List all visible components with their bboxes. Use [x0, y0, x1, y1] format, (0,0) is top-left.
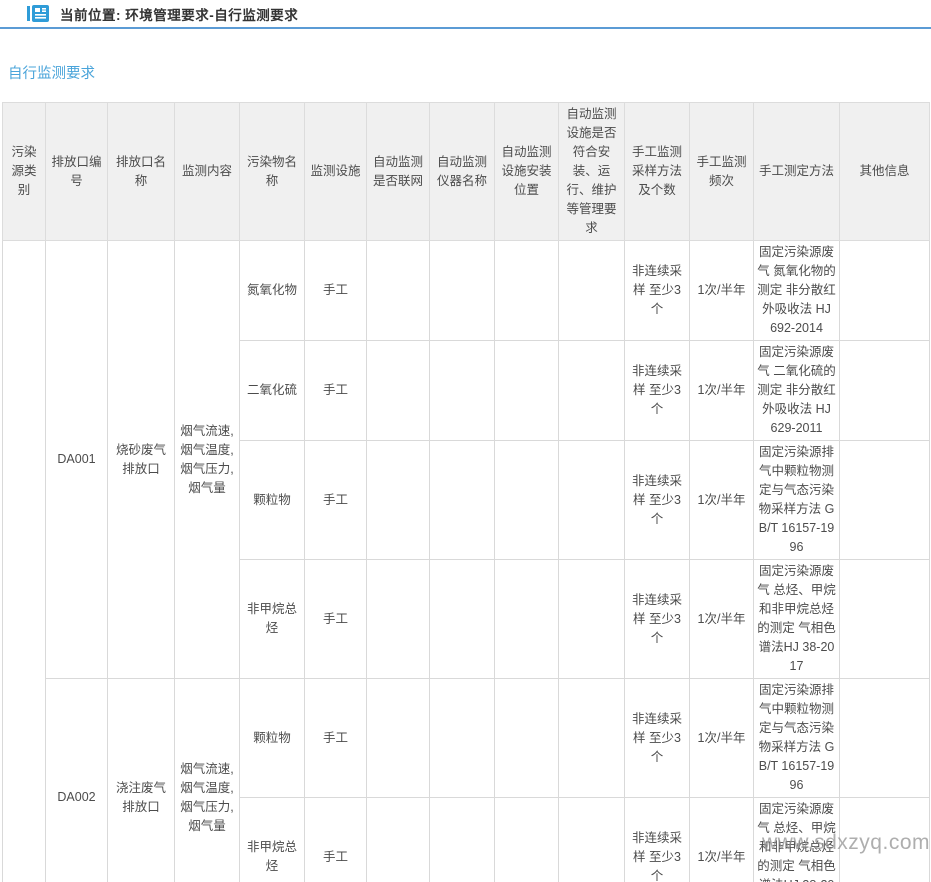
- table-header-row: 污染源类别 排放口编号 排放口名称 监测内容 污染物名称 监测设施 自动监测是否…: [2, 102, 930, 241]
- cell-auto-networked: [366, 559, 430, 679]
- table-row: DA001 烧砂废气排放口 烟气流速,烟气温度,烟气压力,烟气量 氮氧化物 手工…: [2, 240, 930, 882]
- cell-auto-location: [494, 797, 559, 882]
- cell-auto-compliance: [558, 678, 625, 798]
- cell-auto-networked: [366, 240, 430, 341]
- header-outlet-id: 排放口编号: [45, 102, 108, 241]
- cell-manual-frequency: 1次/半年: [689, 678, 754, 798]
- cell-manual-frequency: 1次/半年: [689, 240, 754, 341]
- cell-facility: 手工: [304, 797, 367, 882]
- cell-auto-location: [494, 559, 559, 679]
- table-row: 二氧化硫 手工 非连续采样 至少3个 1次/半年 固定污染源废气 二氧化硫的测定…: [3, 340, 930, 441]
- monitoring-requirements-table: 污染源类别 排放口编号 排放口名称 监测内容 污染物名称 监测设施 自动监测是否…: [2, 102, 930, 882]
- cell-monitor-content: 烟气流速,烟气温度,烟气压力,烟气量: [174, 240, 240, 679]
- cell-auto-instrument: [429, 797, 495, 882]
- cell-auto-compliance: [558, 559, 625, 679]
- cell-pollutant: 氮氧化物: [239, 240, 305, 341]
- cell-manual-sampling: 非连续采样 至少3个: [624, 678, 690, 798]
- cell-auto-networked: [366, 678, 430, 798]
- cell-auto-networked: [366, 797, 430, 882]
- cell-manual-frequency: 1次/半年: [689, 559, 754, 679]
- cell-auto-compliance: [558, 240, 625, 341]
- header-facility: 监测设施: [304, 102, 367, 241]
- cell-other-info: [839, 440, 930, 560]
- table-row: DA002 浇注废气排放口 烟气流速,烟气温度,烟气压力,烟气量 颗粒物 手工 …: [3, 678, 930, 882]
- cell-manual-sampling: 非连续采样 至少3个: [624, 797, 690, 882]
- header-manual-frequency: 手工监测频次: [689, 102, 754, 241]
- cell-auto-location: [494, 240, 559, 341]
- cell-auto-location: [494, 340, 559, 441]
- cell-auto-networked: [366, 340, 430, 441]
- cell-other-info: [839, 340, 930, 441]
- cell-manual-method: 固定污染源废气 氮氧化物的测定 非分散红外吸收法 HJ 692-2014: [753, 240, 840, 341]
- header-pollutant: 污染物名称: [239, 102, 305, 241]
- cell-manual-method: 固定污染源排气中颗粒物测定与气态污染物采样方法 GB/T 16157-1996: [753, 440, 840, 560]
- header-auto-location: 自动监测设施安装位置: [494, 102, 559, 241]
- table-row: 非甲烷总烃 手工 非连续采样 至少3个 1次/半年 固定污染源废气 总烃、甲烷和…: [3, 797, 930, 882]
- cell-manual-method: 固定污染源废气 总烃、甲烷和非甲烷总烃的测定 气相色谱法HJ 38-2017: [753, 559, 840, 679]
- cell-other-info: [839, 559, 930, 679]
- header-manual-sampling: 手工监测采样方法及个数: [624, 102, 690, 241]
- cell-manual-frequency: 1次/半年: [689, 440, 754, 560]
- cell-outlet-name: 烧砂废气排放口: [107, 240, 175, 679]
- header-auto-networked: 自动监测是否联网: [366, 102, 430, 241]
- newspaper-icon: [27, 4, 49, 23]
- header-auto-instrument: 自动监测仪器名称: [429, 102, 495, 241]
- cell-auto-instrument: [429, 678, 495, 798]
- cell-manual-method: 固定污染源排气中颗粒物测定与气态污染物采样方法 GB/T 16157-1996: [753, 678, 840, 798]
- cell-pollutant: 颗粒物: [239, 678, 305, 798]
- cell-outlet-name: 浇注废气排放口: [107, 678, 175, 882]
- header-auto-compliance: 自动监测设施是否符合安装、运行、维护等管理要求: [558, 102, 625, 241]
- header-outlet-name: 排放口名称: [107, 102, 175, 241]
- cell-auto-instrument: [429, 559, 495, 679]
- cell-manual-sampling: 非连续采样 至少3个: [624, 340, 690, 441]
- cell-monitor-content: 烟气流速,烟气温度,烟气压力,烟气量: [174, 678, 240, 882]
- cell-facility: 手工: [304, 240, 367, 341]
- header-other-info: 其他信息: [839, 102, 930, 241]
- breadcrumb: 当前位置: 环境管理要求-自行监测要求: [60, 7, 299, 23]
- cell-manual-method: 固定污染源废气 总烃、甲烷和非甲烷总烃的测定 气相色谱法HJ 38-2017: [753, 797, 840, 882]
- cell-pollutant: 非甲烷总烃: [239, 797, 305, 882]
- section-link-self-monitoring[interactable]: 自行监测要求: [8, 66, 95, 82]
- cell-manual-sampling: 非连续采样 至少3个: [624, 559, 690, 679]
- cell-auto-instrument: [429, 240, 495, 341]
- cell-auto-location: [494, 440, 559, 560]
- cell-pollutant: 颗粒物: [239, 440, 305, 560]
- cell-auto-compliance: [558, 340, 625, 441]
- cell-other-info: [839, 240, 930, 341]
- cell-source-category: [2, 240, 46, 882]
- header-manual-method: 手工测定方法: [753, 102, 840, 241]
- cell-facility: 手工: [304, 440, 367, 560]
- cell-auto-networked: [366, 440, 430, 560]
- breadcrumb-bar: 当前位置: 环境管理要求-自行监测要求: [0, 0, 931, 29]
- cell-manual-method: 固定污染源废气 二氧化硫的测定 非分散红外吸收法 HJ 629-2011: [753, 340, 840, 441]
- cell-other-info: [839, 678, 930, 798]
- cell-outlet-id: DA002: [45, 678, 108, 882]
- cell-manual-frequency: 1次/半年: [689, 340, 754, 441]
- cell-manual-sampling: 非连续采样 至少3个: [624, 440, 690, 560]
- cell-pollutant: 非甲烷总烃: [239, 559, 305, 679]
- cell-auto-compliance: [558, 440, 625, 560]
- cell-facility: 手工: [304, 340, 367, 441]
- header-monitor-content: 监测内容: [174, 102, 240, 241]
- cell-auto-instrument: [429, 440, 495, 560]
- cell-pollutant: 二氧化硫: [239, 340, 305, 441]
- table-row: 非甲烷总烃 手工 非连续采样 至少3个 1次/半年 固定污染源废气 总烃、甲烷和…: [3, 559, 930, 679]
- cell-other-info: [839, 797, 930, 882]
- header-source-category: 污染源类别: [2, 102, 46, 241]
- cell-auto-location: [494, 678, 559, 798]
- cell-facility: 手工: [304, 559, 367, 679]
- cell-manual-sampling: 非连续采样 至少3个: [624, 240, 690, 341]
- cell-auto-instrument: [429, 340, 495, 441]
- cell-auto-compliance: [558, 797, 625, 882]
- cell-outlet-id: DA001: [45, 240, 108, 679]
- cell-facility: 手工: [304, 678, 367, 798]
- cell-manual-frequency: 1次/半年: [689, 797, 754, 882]
- table-row: 颗粒物 手工 非连续采样 至少3个 1次/半年 固定污染源排气中颗粒物测定与气态…: [3, 440, 930, 560]
